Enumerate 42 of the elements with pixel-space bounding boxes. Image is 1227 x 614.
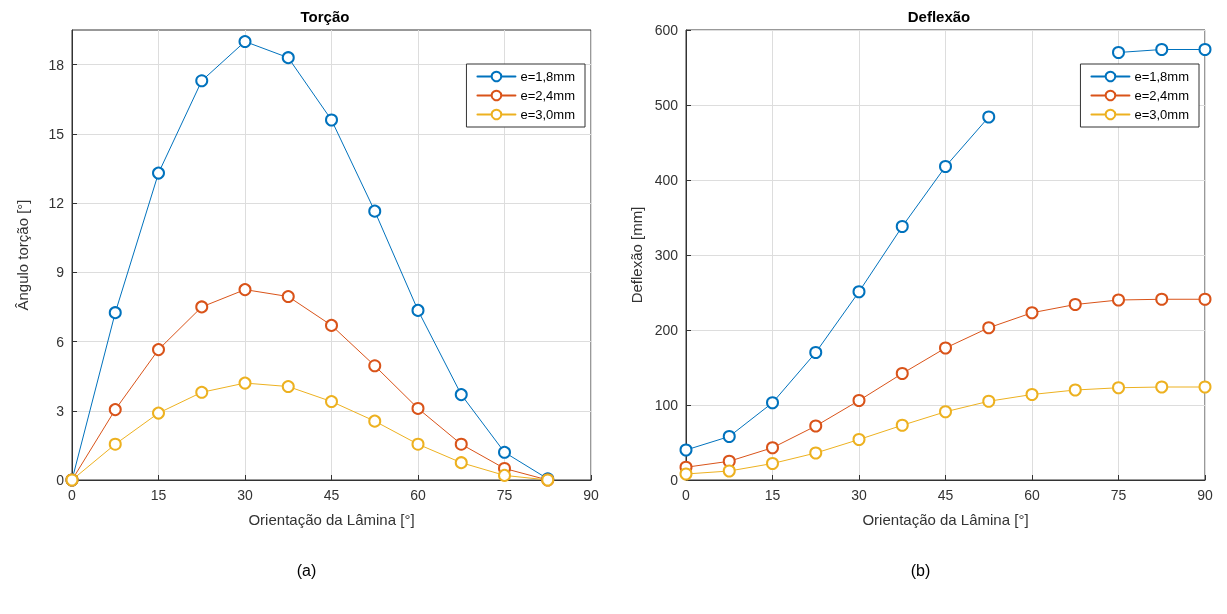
legend-label: e=1,8mm bbox=[520, 69, 576, 84]
chart-title: Deflexão bbox=[907, 8, 971, 25]
text: (b) bbox=[909, 562, 932, 580]
text: (a) bbox=[295, 562, 318, 580]
chart-title: Torção bbox=[300, 8, 350, 25]
x-axis-title: Orientação da Lâmina [°] bbox=[862, 511, 1029, 528]
x-tick-label: 90 bbox=[583, 487, 599, 503]
x-tick-label: 0 bbox=[682, 487, 691, 503]
x-tick-label: 15 bbox=[764, 487, 781, 503]
x-tick-label: 45 bbox=[937, 487, 954, 503]
y-tick-label: 15 bbox=[48, 125, 65, 142]
x-tick-label: 60 bbox=[1024, 487, 1040, 503]
y-tick-label: 400 bbox=[654, 172, 679, 188]
legend-label: e=2,4mm bbox=[520, 88, 576, 103]
x-tick-label: 15 bbox=[150, 487, 167, 503]
x-tick-label: 75 bbox=[1110, 487, 1127, 503]
x-tick-label: 60 bbox=[410, 487, 426, 503]
y-tick-label: 18 bbox=[48, 56, 65, 73]
y-tick-label: 500 bbox=[654, 97, 679, 113]
y-tick-label: 300 bbox=[654, 247, 679, 263]
x-tick-label: 30 bbox=[851, 487, 867, 503]
y-tick-label: 600 bbox=[654, 22, 679, 38]
legend-label: e=1,8mm bbox=[1134, 69, 1190, 84]
y-tick-label: 0 bbox=[56, 472, 65, 488]
x-tick-label: 45 bbox=[323, 487, 340, 503]
x-tick-label: 75 bbox=[496, 487, 513, 503]
legend-label: e=3,0mm bbox=[1134, 107, 1190, 122]
y-tick-label: 9 bbox=[56, 264, 65, 281]
x-axis-title: Orientação da Lâmina [°] bbox=[248, 511, 415, 528]
y-axis-title: Deflexão [mm] bbox=[627, 206, 645, 304]
y-tick-label: 6 bbox=[56, 333, 65, 350]
x-tick-label: 0 bbox=[68, 487, 77, 503]
x-tick-label: 90 bbox=[1197, 487, 1213, 503]
legend-label: e=2,4mm bbox=[1134, 88, 1190, 103]
y-tick-label: 3 bbox=[56, 402, 65, 419]
y-tick-label: 200 bbox=[654, 322, 679, 338]
y-axis-title: Ângulo torção [°] bbox=[14, 199, 31, 311]
y-tick-label: 12 bbox=[48, 195, 65, 212]
y-tick-label: 0 bbox=[670, 472, 679, 488]
x-tick-label: 30 bbox=[237, 487, 253, 503]
y-tick-label: 100 bbox=[654, 397, 679, 413]
legend-label: e=3,0mm bbox=[520, 107, 576, 122]
